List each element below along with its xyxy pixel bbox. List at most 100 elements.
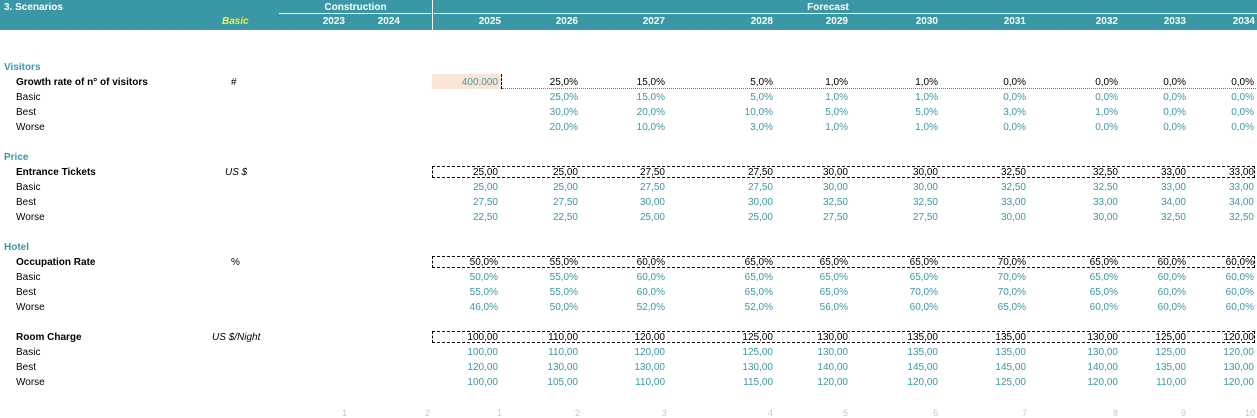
- input-cell[interactable]: 60,0%: [1225, 257, 1254, 268]
- value-cell: 0,0%: [1095, 92, 1118, 103]
- value-cell: 0,0%: [1231, 92, 1254, 103]
- input-cell[interactable]: 100,00: [467, 332, 498, 343]
- input-cell[interactable]: 27,50: [747, 167, 773, 178]
- row-label-worse: Worse: [16, 212, 45, 223]
- value-cell: 56,0%: [819, 302, 848, 313]
- value-cell: 120,00: [907, 377, 938, 388]
- value-cell: 55,0%: [549, 272, 578, 283]
- value-cell: 32,50: [912, 197, 938, 208]
- value-cell: 32,50: [1000, 182, 1026, 193]
- input-cell[interactable]: 5,0%: [750, 77, 773, 88]
- value-cell: 27,50: [472, 197, 498, 208]
- value-cell: 60,0%: [1157, 287, 1186, 298]
- value-cell: 60,0%: [636, 287, 665, 298]
- value-cell: 65,0%: [744, 287, 773, 298]
- unit-label: US $: [225, 167, 248, 178]
- value-cell: 3,0%: [1003, 107, 1026, 118]
- scenario-selector[interactable]: Basic: [222, 16, 249, 27]
- input-cell[interactable]: 70,0%: [997, 257, 1026, 268]
- value-cell: 110,00: [548, 347, 578, 358]
- value-cell: 140,00: [817, 362, 848, 373]
- value-cell: 22,50: [552, 212, 578, 223]
- year-header: 2023: [322, 16, 345, 27]
- input-cell[interactable]: 400.000: [461, 77, 498, 88]
- value-cell: 34,00: [1160, 197, 1186, 208]
- section-title-hotel: Hotel: [4, 242, 29, 253]
- input-cell[interactable]: 135,00: [907, 332, 938, 343]
- input-cell[interactable]: 65,0%: [909, 257, 938, 268]
- year-header: 2032: [1095, 16, 1118, 27]
- value-cell: 65,0%: [819, 287, 848, 298]
- row-label-growth-rate: Growth rate of n° of visitors: [16, 77, 148, 88]
- value-cell: 0,0%: [1163, 107, 1186, 118]
- input-cell[interactable]: 60,0%: [1157, 257, 1186, 268]
- value-cell: 30,00: [1000, 212, 1026, 223]
- input-cell[interactable]: 130,00: [1087, 332, 1118, 343]
- input-cell[interactable]: 32,50: [1000, 167, 1026, 178]
- input-cell[interactable]: 65,0%: [744, 257, 773, 268]
- input-cell[interactable]: 130,00: [817, 332, 848, 343]
- value-cell: 52,0%: [744, 302, 773, 313]
- input-cell[interactable]: 125,00: [742, 332, 773, 343]
- section-title-visitors: Visitors: [4, 62, 41, 73]
- year-header: 2033: [1163, 16, 1186, 27]
- input-cell[interactable]: 125,00: [1155, 332, 1186, 343]
- input-cell[interactable]: 32,50: [1092, 167, 1118, 178]
- column-index: 9: [1181, 408, 1187, 418]
- year-header: 2029: [825, 16, 848, 27]
- column-index: 3: [662, 408, 668, 418]
- input-cell[interactable]: 33,00: [1160, 167, 1186, 178]
- input-cell[interactable]: 65,0%: [1089, 257, 1118, 268]
- input-cell[interactable]: 0,0%: [1231, 77, 1254, 88]
- input-cell[interactable]: 27,50: [639, 167, 665, 178]
- value-cell: 52,0%: [636, 302, 665, 313]
- input-cell[interactable]: 0,0%: [1095, 77, 1118, 88]
- unit-label: #: [231, 77, 237, 88]
- value-cell: 100,00: [467, 347, 498, 358]
- value-cell: 0,0%: [1003, 92, 1026, 103]
- forecast-rule: [434, 13, 1257, 14]
- year-header: 2024: [377, 16, 400, 27]
- input-cell[interactable]: 25,00: [552, 167, 578, 178]
- value-cell: 145,00: [995, 362, 1026, 373]
- column-index: 1: [497, 408, 503, 418]
- input-cell[interactable]: 135,00: [995, 332, 1026, 343]
- input-cell[interactable]: 110,00: [548, 332, 578, 343]
- input-cell[interactable]: 60,0%: [636, 257, 665, 268]
- value-cell: 32,50: [1092, 182, 1118, 193]
- input-cell[interactable]: 25,00: [472, 167, 498, 178]
- input-cell[interactable]: 1,0%: [825, 77, 848, 88]
- input-cell[interactable]: 15,0%: [636, 77, 665, 88]
- input-cell[interactable]: 55,0%: [549, 257, 578, 268]
- value-cell: 1,0%: [825, 92, 848, 103]
- input-cell[interactable]: 50,0%: [469, 257, 498, 268]
- row-label-occupation-rate: Occupation Rate: [16, 257, 96, 268]
- value-cell: 32,50: [1160, 212, 1186, 223]
- input-cell[interactable]: 30,00: [822, 167, 848, 178]
- value-cell: 140,00: [1087, 362, 1118, 373]
- header-bar: 3. Scenarios Basic Construction Forecast…: [0, 0, 1257, 30]
- highlighted-input-cell: [432, 74, 502, 89]
- value-cell: 60,0%: [636, 272, 665, 283]
- value-cell: 55,0%: [549, 287, 578, 298]
- input-cell[interactable]: 25,0%: [549, 77, 578, 88]
- input-cell[interactable]: 65,0%: [819, 257, 848, 268]
- input-cell[interactable]: 0,0%: [1003, 77, 1026, 88]
- value-cell: 105,00: [547, 377, 578, 388]
- input-cell[interactable]: 0,0%: [1163, 77, 1186, 88]
- input-cell[interactable]: 30,00: [912, 167, 938, 178]
- value-cell: 60,0%: [1157, 302, 1186, 313]
- row-label-worse: Worse: [16, 302, 45, 313]
- input-cell[interactable]: 1,0%: [915, 77, 938, 88]
- value-cell: 30,0%: [549, 107, 578, 118]
- value-cell: 125,00: [1155, 347, 1186, 358]
- input-cell[interactable]: 120,00: [1223, 332, 1254, 343]
- input-cell[interactable]: 120,00: [634, 332, 665, 343]
- input-cell[interactable]: 33,00: [1228, 167, 1254, 178]
- value-cell: 33,00: [1000, 197, 1026, 208]
- value-cell: 120,00: [1087, 377, 1118, 388]
- value-cell: 5,0%: [825, 107, 848, 118]
- value-cell: 50,0%: [549, 302, 578, 313]
- value-cell: 120,00: [1223, 347, 1254, 358]
- value-cell: 0,0%: [1163, 122, 1186, 133]
